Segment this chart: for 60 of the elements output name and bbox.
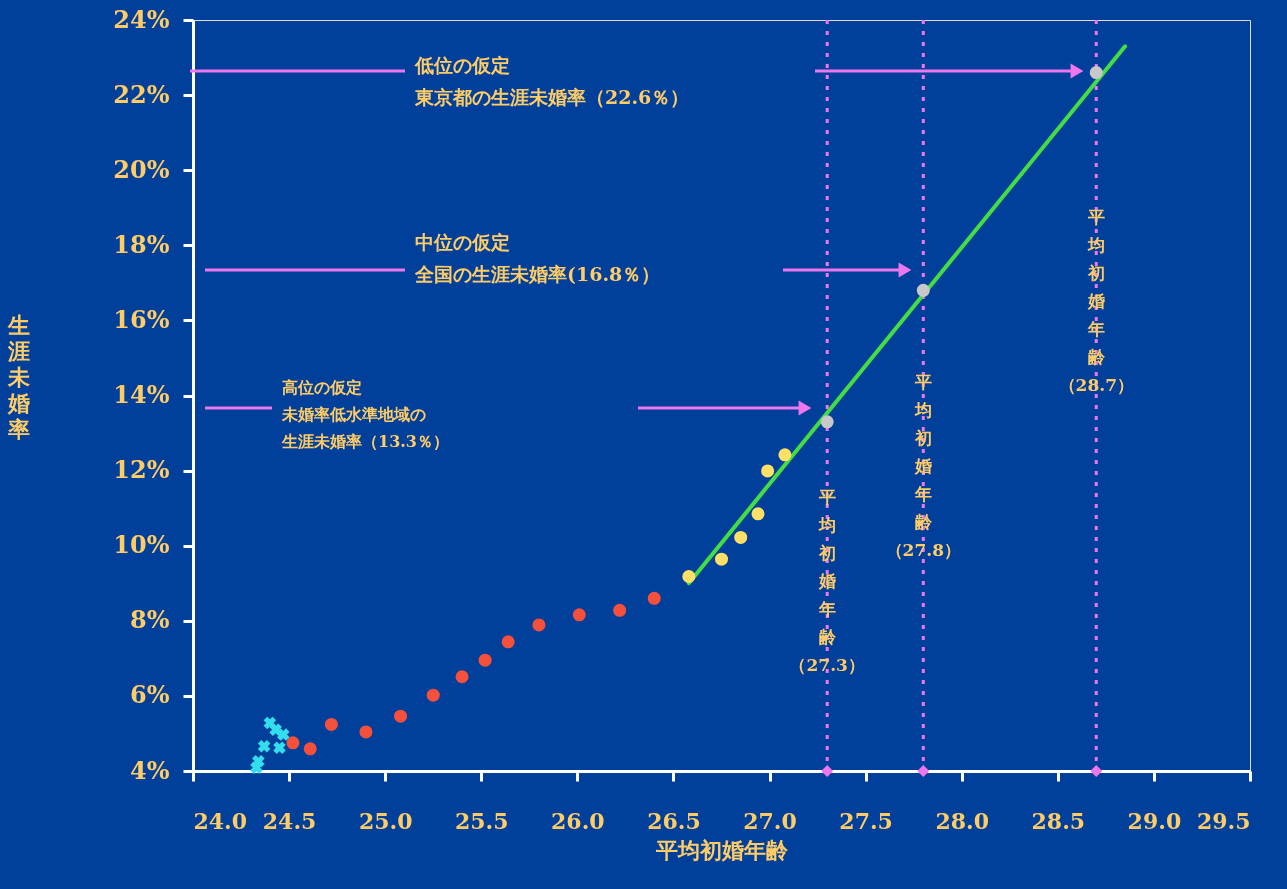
- annotation: 高位の仮定未婚率低水準地域の生涯未婚率（13.3％）: [281, 378, 449, 452]
- point: [277, 728, 290, 741]
- y-tick-label: 20%: [113, 154, 170, 184]
- x-tick-label: 26.0: [551, 807, 605, 834]
- x-axis-title: 平均初婚年齢: [655, 836, 789, 863]
- x-tick-label: 29.0: [1127, 807, 1182, 834]
- y-tick-label: 18%: [113, 229, 170, 259]
- y-tick-label: 4%: [129, 755, 170, 785]
- point: [455, 670, 469, 684]
- x-tick-label: 26.5: [647, 807, 701, 834]
- point: [613, 603, 627, 617]
- point: [916, 283, 930, 297]
- x-tick-label: 28.5: [1031, 807, 1086, 834]
- x-tick-label: 24.0: [193, 807, 248, 834]
- point: [751, 507, 765, 521]
- point: [778, 448, 792, 462]
- x-tick-label: 25.5: [454, 807, 509, 834]
- x-tick-label: 27.5: [839, 807, 893, 834]
- x-tick-label: 27.0: [743, 807, 797, 834]
- y-tick-label: 12%: [113, 455, 170, 485]
- point: [917, 765, 930, 777]
- point: [572, 608, 586, 622]
- point: [478, 653, 492, 667]
- y-tick-label: 24%: [113, 4, 170, 34]
- ref-line-label: 平均初婚年齢（28.7）: [1058, 207, 1134, 395]
- ref-line-label: 平均初婚年齢（27.8）: [885, 372, 961, 560]
- annotation: 中位の仮定全国の生涯未婚率(16.8％）: [414, 231, 661, 286]
- y-tick-label: 16%: [113, 304, 170, 334]
- point: [820, 415, 834, 429]
- y-axis-title: 生涯未婚率: [6, 312, 30, 442]
- point: [714, 552, 729, 566]
- x-tick-label: 28.0: [935, 807, 990, 834]
- point: [303, 742, 317, 756]
- y-tick-label: 6%: [129, 680, 170, 710]
- point: [1089, 66, 1103, 80]
- x-tick-label: 24.5: [262, 807, 317, 834]
- point: [394, 709, 408, 723]
- point: [1090, 765, 1103, 777]
- x-tick-label: 29.5: [1196, 807, 1251, 834]
- y-tick-label: 22%: [113, 79, 170, 109]
- point: [250, 761, 263, 774]
- x-tick-label: 25.0: [358, 807, 413, 834]
- point: [647, 591, 661, 605]
- point: [682, 569, 696, 583]
- point: [426, 688, 440, 702]
- y-tick-label: 8%: [129, 605, 170, 635]
- point: [286, 736, 300, 750]
- point: [257, 739, 271, 753]
- point: [359, 725, 373, 739]
- point: [532, 618, 546, 632]
- point: [761, 464, 775, 478]
- point: [821, 765, 834, 777]
- annotation: 低位の仮定東京都の生涯未婚率（22.6％）: [414, 54, 690, 109]
- point: [734, 530, 748, 544]
- point: [273, 741, 286, 754]
- ref-line-label: 平均初婚年齢（27.3）: [789, 487, 865, 675]
- point: [501, 635, 515, 649]
- y-tick-label: 14%: [113, 380, 170, 409]
- point: [324, 717, 338, 731]
- y-tick-label: 10%: [113, 530, 170, 560]
